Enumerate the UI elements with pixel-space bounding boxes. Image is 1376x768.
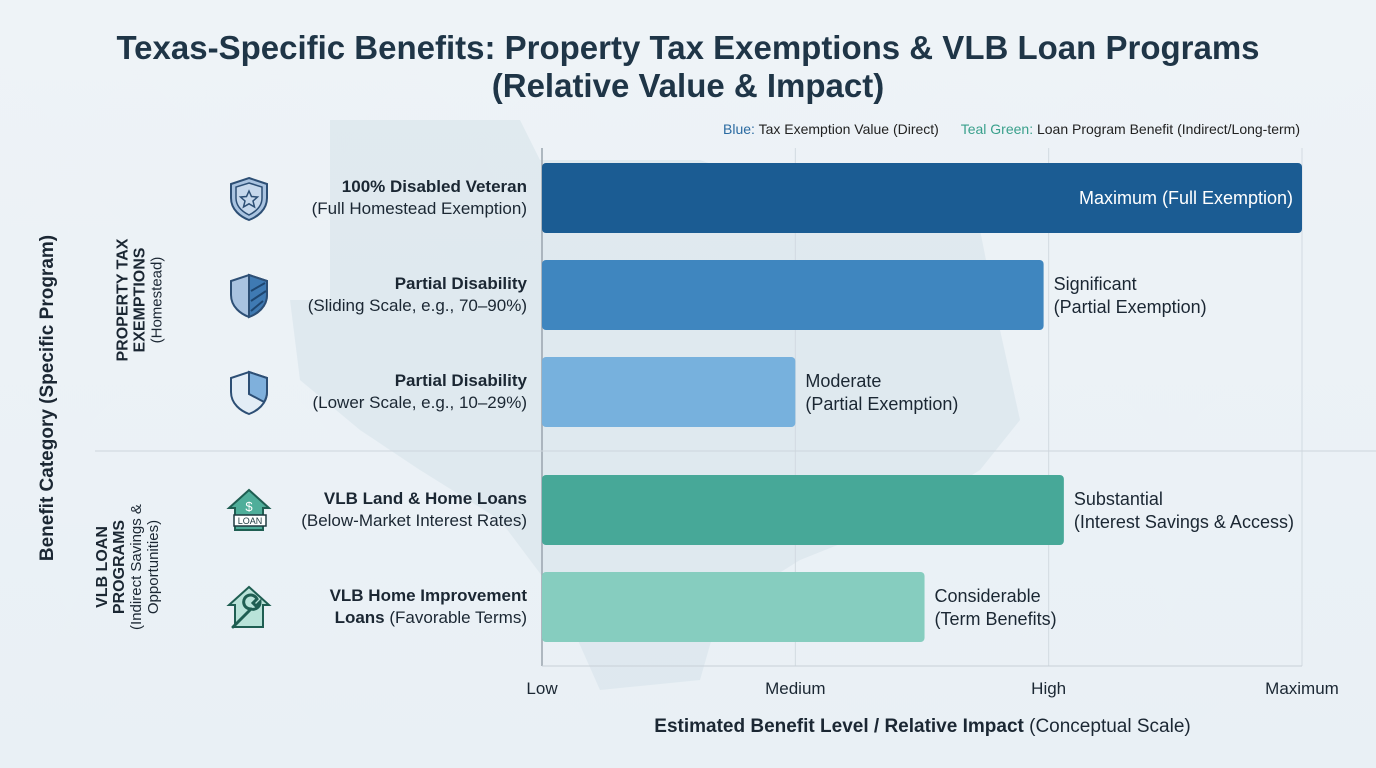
bar [542, 357, 796, 427]
category-title: 100% Disabled Veteran [341, 177, 527, 196]
svg-text:LOAN: LOAN [238, 516, 263, 526]
x-axis-label: Estimated Benefit Level / Relative Impac… [0, 716, 1376, 738]
bar [542, 572, 925, 642]
x-tick-label: Maximum [1265, 679, 1339, 698]
x-tick-label: Low [526, 679, 558, 698]
house-loan-icon: $ LOAN [225, 486, 273, 534]
x-axis-label-rest: (Conceptual Scale) [1029, 716, 1191, 737]
legend-blue-key: Blue: [723, 121, 755, 137]
category-detail: (Favorable Terms) [389, 608, 527, 627]
category-label: Partial Disability (Lower Scale, e.g., 10… [312, 370, 527, 414]
shield-quarter-icon [225, 368, 273, 416]
chart-title-line2: (Relative Value & Impact) [491, 67, 885, 104]
legend-teal-key: Teal Green: [960, 121, 1034, 137]
category-title: Partial Disability [394, 274, 527, 293]
category-label: 100% Disabled Veteran (Full Homestead Exe… [312, 176, 527, 220]
bar [542, 163, 1302, 233]
x-tick-label: Medium [765, 679, 825, 698]
category-detail: (Lower Scale, e.g., 10–29%) [312, 393, 527, 412]
bar [542, 260, 1044, 330]
bar-value-label: Significant [1054, 274, 1137, 294]
house-wrench-icon [225, 583, 273, 631]
bar-value-sublabel: (Term Benefits) [935, 609, 1057, 629]
category-label: Partial Disability (Sliding Scale, e.g., … [308, 273, 527, 317]
legend: Blue: Tax Exemption Value (Direct) Teal … [723, 121, 1300, 137]
category-title: Partial Disability [394, 371, 527, 390]
bar-value-sublabel: (Partial Exemption) [1054, 297, 1207, 317]
bar-value-label: Considerable [935, 586, 1041, 606]
legend-blue-text: Tax Exemption Value (Direct) [758, 121, 939, 137]
category-detail: (Below-Market Interest Rates) [301, 511, 527, 530]
bar-value-label: Substantial [1074, 489, 1163, 509]
x-tick-label: High [1031, 679, 1066, 698]
shield-half-icon [225, 271, 273, 319]
category-title: VLB Home Improvement [329, 586, 527, 605]
category-label: VLB Home Improvement Loans (Favorable Ter… [330, 585, 527, 629]
category-detail: (Sliding Scale, e.g., 70–90%) [307, 296, 527, 315]
svg-text:$: $ [245, 499, 253, 514]
bar-value-label: Moderate [805, 371, 881, 391]
category-detail: (Full Homestead Exemption) [311, 199, 527, 218]
bar-value-sublabel: (Partial Exemption) [805, 394, 958, 414]
bar [542, 475, 1064, 545]
legend-teal-text: Loan Program Benefit (Indirect/Long-term… [1036, 121, 1300, 137]
category-title-cont: Loans [334, 608, 385, 627]
bar-value-label: Maximum (Full Exemption) [1079, 188, 1293, 208]
category-title: VLB Land & Home Loans [323, 489, 527, 508]
shield-star-icon [225, 174, 273, 222]
chart-title-line1: Texas-Specific Benefits: Property Tax Ex… [116, 29, 1260, 66]
category-label: VLB Land & Home Loans (Below-Market Inter… [301, 488, 527, 532]
bar-value-sublabel: (Interest Savings & Access) [1074, 512, 1294, 532]
x-axis-label-bold: Estimated Benefit Level / Relative Impac… [654, 716, 1024, 737]
